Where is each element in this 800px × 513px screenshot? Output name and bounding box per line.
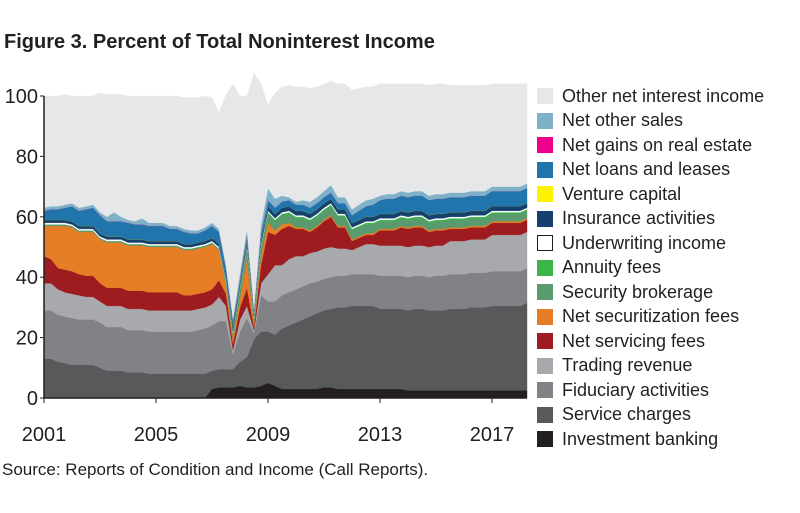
- legend-label: Annuity fees: [562, 257, 662, 278]
- legend-swatch: [537, 88, 553, 105]
- legend-item: Net servicing fees: [537, 329, 764, 354]
- y-tick-label: 60: [16, 207, 38, 229]
- legend-swatch: [537, 259, 553, 276]
- legend-item: Investment banking: [537, 427, 764, 452]
- legend-item: Net gains on real estate: [537, 133, 764, 158]
- stacked-area-chart: 0 20 40 60 80 100 2001 2005 2009 2013 2017: [5, 72, 528, 446]
- legend-item: Service charges: [537, 403, 764, 428]
- legend-label: Underwriting income: [562, 232, 727, 253]
- legend-swatch: [537, 210, 553, 227]
- legend-swatch: [537, 235, 553, 252]
- legend-label: Investment banking: [562, 428, 719, 449]
- legend-swatch: [537, 333, 553, 350]
- x-tick-label: 2009: [246, 424, 291, 446]
- legend-swatch: [537, 382, 553, 399]
- legend-swatch: [537, 284, 553, 301]
- legend-item: Venture capital: [537, 182, 764, 207]
- legend-item: Net loans and leases: [537, 158, 764, 183]
- chart-legend: Other net interest income Net other sales…: [537, 84, 764, 452]
- legend-item: Trading revenue: [537, 354, 764, 379]
- legend-label: Service charges: [562, 404, 692, 425]
- legend-item: Underwriting income: [537, 231, 764, 256]
- legend-label: Other net interest income: [562, 85, 765, 106]
- chart-title: Figure 3. Percent of Total Noninterest I…: [4, 31, 435, 53]
- legend-swatch: [537, 406, 553, 423]
- legend-label: Trading revenue: [562, 355, 693, 376]
- x-tick-label: 2001: [22, 424, 67, 446]
- legend-swatch: [537, 357, 553, 374]
- legend-item: Fiduciary activities: [537, 378, 764, 403]
- x-tick-label: 2013: [358, 424, 403, 446]
- legend-item: Net other sales: [537, 109, 764, 134]
- y-tick-label: 80: [16, 146, 38, 168]
- legend-label: Net securitization fees: [562, 306, 740, 327]
- legend-label: Net gains on real estate: [562, 134, 753, 155]
- legend-label: Net servicing fees: [562, 330, 706, 351]
- legend-item: Annuity fees: [537, 256, 764, 281]
- legend-label: Net other sales: [562, 110, 684, 131]
- y-tick-label: 20: [16, 328, 38, 350]
- legend-swatch: [537, 186, 553, 203]
- y-tick-label: 100: [5, 86, 38, 108]
- x-tick-label: 2005: [134, 424, 179, 446]
- y-tick-label: 0: [27, 388, 38, 410]
- y-tick-label: 40: [16, 267, 38, 289]
- legend-item: Security brokerage: [537, 280, 764, 305]
- x-tick-label: 2017: [470, 424, 515, 446]
- legend-label: Net loans and leases: [562, 159, 731, 180]
- area-other-net-interest-income: [43, 72, 528, 319]
- legend-item: Other net interest income: [537, 84, 764, 109]
- source-note: Source: Reports of Condition and Income …: [2, 460, 429, 479]
- legend-swatch: [537, 431, 553, 448]
- legend-label: Fiduciary activities: [562, 379, 710, 400]
- legend-swatch: [537, 137, 553, 154]
- legend-item: Insurance activities: [537, 207, 764, 232]
- legend-swatch: [537, 112, 553, 129]
- legend-swatch: [537, 161, 553, 178]
- legend-label: Venture capital: [562, 183, 682, 204]
- legend-swatch: [537, 308, 553, 325]
- legend-label: Security brokerage: [562, 281, 714, 302]
- legend-label: Insurance activities: [562, 208, 716, 229]
- legend-item: Net securitization fees: [537, 305, 764, 330]
